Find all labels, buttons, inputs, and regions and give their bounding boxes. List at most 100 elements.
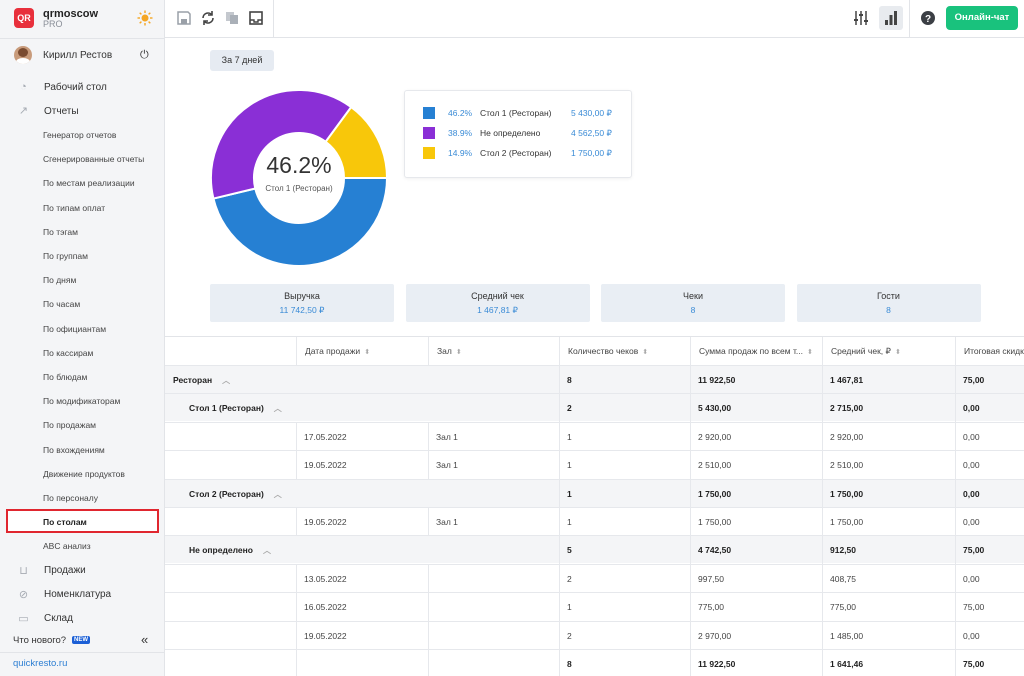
sort-icon[interactable]: ⬍ <box>455 349 462 356</box>
table-cell-count: 1 <box>567 517 572 527</box>
table-row[interactable]: Стол 1 (Ресторан) ︿ 2 5 430,00 2 715,00 0,00 <box>165 393 1024 423</box>
column-divider <box>822 508 823 536</box>
online-chat-button[interactable]: Онлайн-чат <box>946 6 1018 30</box>
column-divider <box>690 366 691 394</box>
copy-icon[interactable] <box>224 10 240 26</box>
table-cell-avg: 1 750,00 <box>830 517 864 527</box>
legend-item[interactable]: 46.2% Стол 1 (Ресторан) 5 430,00 ₽ <box>405 107 633 121</box>
table-cell-count: 1 <box>567 431 572 442</box>
donut-slice[interactable] <box>210 89 353 200</box>
sidebar-item-reports-sub[interactable]: По тэгам <box>43 226 78 237</box>
table-cell-avg: 1 750,00 <box>830 488 864 499</box>
chevron-up-icon[interactable]: ︿ <box>273 404 282 414</box>
toolbar: ? Онлайн-чат <box>165 0 1024 38</box>
chevron-up-icon[interactable]: ︿ <box>222 376 231 385</box>
save-icon[interactable] <box>176 10 192 26</box>
chevron-up-icon[interactable]: ︿ <box>273 489 282 499</box>
column-header[interactable]: Сумма продаж по всем т... ⬍ <box>690 337 822 365</box>
column-divider <box>690 621 691 650</box>
table-row[interactable]: 13.05.2022 2 997,50 408,75 0,00 <box>165 563 1024 593</box>
column-header[interactable]: Средний чек, ₽ ⬍ <box>822 337 955 365</box>
donut-slice[interactable] <box>212 177 388 267</box>
column-divider <box>559 451 560 480</box>
sidebar-item-reports-sub[interactable]: По официантам <box>43 323 107 334</box>
sidebar-item-reports-sub[interactable]: По столам <box>43 517 87 528</box>
sidebar-item-reports-sub[interactable]: По вхождениям <box>43 444 105 455</box>
divider <box>0 38 165 39</box>
help-icon[interactable]: ? <box>920 10 936 26</box>
tag-icon: ⊘ <box>18 589 29 601</box>
table-row[interactable]: 17.05.2022 Зал 1 1 2 920,00 2 920,00 0,00 <box>165 421 1024 451</box>
column-divider <box>955 394 956 423</box>
legend-item[interactable]: 14.9% Стол 2 (Ресторан) 1 750,00 ₽ <box>405 147 633 161</box>
donut-slice[interactable] <box>324 105 388 179</box>
column-divider <box>559 650 560 676</box>
nav-dashboard[interactable]: Рабочий стол <box>44 82 107 93</box>
table-row[interactable]: 16.05.2022 1 775,00 775,00 75,00 <box>165 592 1024 622</box>
sidebar-item-reports-sub[interactable]: Сгенерированные отчеты <box>43 154 145 165</box>
column-divider <box>955 564 956 593</box>
table-cell-date: 19.05.2022 <box>304 630 347 641</box>
nav-nomenclature[interactable]: Номенклатура <box>44 589 112 600</box>
column-header[interactable]: Количество чеков ⬍ <box>559 337 690 365</box>
column-divider <box>428 451 429 480</box>
column-divider <box>822 422 823 451</box>
sort-icon[interactable]: ⬍ <box>807 349 813 356</box>
refresh-icon[interactable] <box>200 10 216 26</box>
column-divider <box>955 508 956 536</box>
sort-icon[interactable]: ⬍ <box>364 349 371 356</box>
sidebar-item-reports-sub[interactable]: По модификаторам <box>43 396 121 407</box>
sidebar-item-reports-sub[interactable]: Движение продуктов <box>43 468 125 479</box>
nav-reports[interactable]: Отчеты <box>44 106 79 117</box>
sort-icon[interactable]: ⬍ <box>894 349 901 356</box>
chevron-up-icon[interactable]: ︿ <box>262 546 271 556</box>
collapse-sidebar-icon[interactable]: « <box>141 632 149 647</box>
table-row[interactable]: 8 11 922,50 1 641,46 75,00 <box>165 649 1024 676</box>
sort-icon[interactable]: ⬍ <box>642 349 649 356</box>
sidebar-item-reports-sub[interactable]: По продажам <box>43 420 97 431</box>
column-header[interactable]: Дата продажи ⬍ <box>296 337 428 365</box>
sidebar-item-reports-sub[interactable]: По кассирам <box>43 347 94 358</box>
table-row[interactable]: Не определено ︿ 5 4 742,50 912,50 75,00 <box>165 535 1024 565</box>
whats-new-link[interactable]: Что нового? <box>13 635 67 646</box>
site-link[interactable]: quickresto.ru <box>13 658 68 669</box>
table-cell-avg: 1 485,00 <box>830 630 864 641</box>
table-row[interactable]: Ресторан ︿ 8 11 922,50 1 467,81 75,00 <box>165 365 1024 394</box>
sidebar-item-reports-sub[interactable]: Генератор отчетов <box>43 130 117 140</box>
table-cell-disc: 0,00 <box>963 403 980 414</box>
chart-view-toggle[interactable] <box>879 6 903 30</box>
sun-icon[interactable] <box>137 10 153 26</box>
column-header[interactable]: Итоговая скидка <box>955 337 1024 365</box>
table-cell-count: 5 <box>567 545 572 556</box>
sidebar-item-reports-sub[interactable]: По местам реализации <box>43 178 135 189</box>
group-name-label: Не определено <box>189 545 253 556</box>
sidebar-item-reports-sub[interactable]: По группам <box>43 251 88 261</box>
nav-sales[interactable]: Продажи <box>44 565 86 576</box>
stat-label: Чеки <box>683 291 703 301</box>
sliders-icon[interactable] <box>853 10 869 26</box>
nav-warehouse[interactable]: Склад <box>44 613 73 624</box>
table-row[interactable]: 19.05.2022 Зал 1 1 2 510,00 2 510,00 0,00 <box>165 450 1024 480</box>
sidebar-item-reports-sub[interactable]: По дням <box>43 275 77 286</box>
period-button[interactable]: За 7 дней <box>210 50 274 71</box>
sidebar-item-reports-sub[interactable]: По типам оплат <box>43 202 106 213</box>
sidebar-item-reports-sub[interactable]: По блюдам <box>43 372 88 382</box>
legend-value: 1 750,00 ₽ <box>571 148 612 158</box>
table-row[interactable]: Стол 2 (Ресторан) ︿ 1 1 750,00 1 750,00 0,00 <box>165 478 1024 508</box>
column-divider <box>822 564 823 593</box>
account-name[interactable]: qrmoscow <box>43 8 99 20</box>
table-row[interactable]: 19.05.2022 2 2 970,00 1 485,00 0,00 <box>165 620 1024 650</box>
inbox-icon[interactable] <box>248 10 264 26</box>
user-name[interactable]: Кирилл Рестов <box>43 50 113 61</box>
sidebar-item-reports-sub[interactable]: ABC анализ <box>43 541 91 552</box>
power-icon[interactable]: ⏻ <box>140 49 149 61</box>
legend-item[interactable]: 38.9% Не определено 4 562,50 ₽ <box>405 127 633 141</box>
avatar[interactable] <box>14 46 32 64</box>
divider <box>909 0 910 38</box>
column-divider <box>822 650 823 676</box>
column-header[interactable]: Зал ⬍ <box>428 337 559 365</box>
table-row[interactable]: 19.05.2022 Зал 1 1 1 750,00 1 750,00 0,00 <box>165 507 1024 536</box>
sidebar-item-reports-sub[interactable]: По персоналу <box>43 493 98 503</box>
stat-label: Выручка <box>284 291 320 301</box>
sidebar-item-reports-sub[interactable]: По часам <box>43 299 81 310</box>
